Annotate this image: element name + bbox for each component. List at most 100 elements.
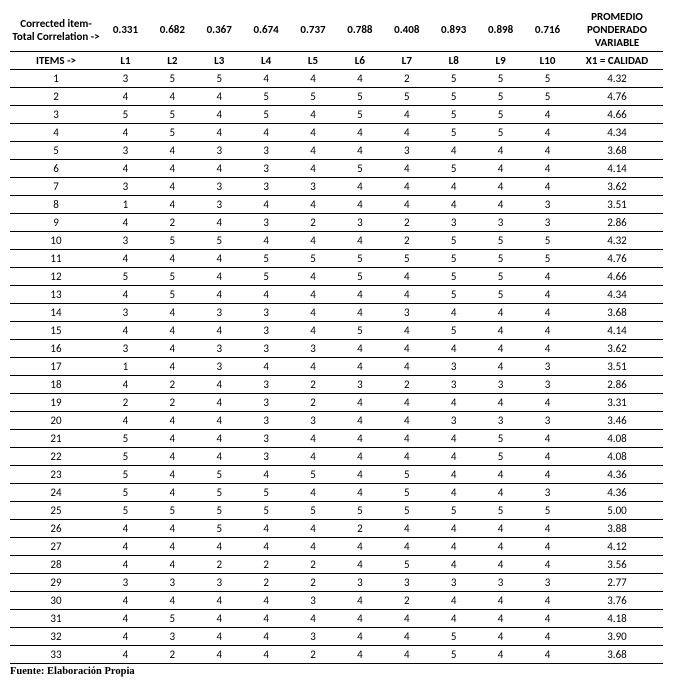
cell: 4 [149,142,196,160]
cell: 4 [149,160,196,178]
table-row: 3145444444444.18 [10,610,663,628]
cell: 4 [383,394,430,412]
col-label: L10 [524,52,571,70]
table-row: 2044433443333.46 [10,412,663,430]
promedio-cell: 3.68 [571,304,663,322]
cell: 4 [102,556,149,574]
cell: 3 [430,574,477,592]
cell: 4 [430,142,477,160]
cell: 3 [290,412,337,430]
cell: 5 [102,448,149,466]
x1-label: X1 = CALIDAD [571,52,663,70]
table-row: 2354545454444.36 [10,466,663,484]
promedio-cell: 4.66 [571,268,663,286]
cell: 4 [336,484,383,502]
table-row: 3342442445443.68 [10,646,663,664]
cell: 3 [243,376,290,394]
cell: 4 [383,430,430,448]
cell: 5 [383,502,430,520]
promedio-cell: 4.32 [571,232,663,250]
row-num: 29 [10,574,102,592]
cell: 4 [336,358,383,376]
cell: 3 [196,196,243,214]
cell: 5 [336,160,383,178]
cell: 4 [524,646,571,664]
cell: 5 [430,502,477,520]
cell: 4 [290,160,337,178]
cell: 4 [149,88,196,106]
cell: 4 [430,448,477,466]
cell: 5 [430,70,477,88]
table-row: 445444445544.34 [10,124,663,142]
cell: 2 [383,70,430,88]
cell: 5 [477,88,524,106]
cell: 4 [149,358,196,376]
cell: 5 [102,502,149,520]
cell: 3 [430,412,477,430]
cell: 1 [102,358,149,376]
cell: 5 [149,106,196,124]
footnote: Fuente: Elaboración Propia [10,666,663,677]
cell: 4 [102,376,149,394]
cell: 2 [383,214,430,232]
cell: 5 [524,70,571,88]
table-row: 1434334434443.68 [10,304,663,322]
cell: 3 [477,574,524,592]
corr-v: 0.331 [102,8,149,52]
cell: 5 [243,484,290,502]
row-num: 30 [10,592,102,610]
cell: 5 [430,160,477,178]
promedio-cell: 3.88 [571,520,663,538]
items-label: ITEMS -> [10,52,102,70]
cell: 2 [149,646,196,664]
cell: 3 [290,178,337,196]
cell: 5 [102,106,149,124]
table-row: 1714344443433.51 [10,358,663,376]
cell: 4 [149,322,196,340]
row-num: 32 [10,628,102,646]
cell: 4 [477,160,524,178]
row-num: 10 [10,232,102,250]
cell: 4 [336,592,383,610]
cell: 4 [290,430,337,448]
cell: 4 [383,610,430,628]
cell: 4 [102,520,149,538]
cell: 4 [243,358,290,376]
cell: 2 [290,556,337,574]
cell: 4 [196,430,243,448]
cell: 5 [102,268,149,286]
col-label: L8 [430,52,477,70]
cell: 4 [336,394,383,412]
cell: 5 [430,628,477,646]
cell: 2 [383,592,430,610]
cell: 4 [243,646,290,664]
promedio-cell: 2.86 [571,376,663,394]
table-row: 1035544425554.32 [10,232,663,250]
cell: 4 [102,322,149,340]
cell: 3 [243,178,290,196]
row-num: 4 [10,124,102,142]
cell: 2 [243,556,290,574]
row-num: 28 [10,556,102,574]
cell: 4 [524,520,571,538]
cell: 4 [196,376,243,394]
cell: 4 [149,340,196,358]
cell: 4 [430,178,477,196]
row-num: 11 [10,250,102,268]
cell: 4 [336,610,383,628]
cell: 4 [336,646,383,664]
col-label: L4 [243,52,290,70]
cell: 4 [524,160,571,178]
table-row: 355454545544.66 [10,106,663,124]
cell: 5 [149,610,196,628]
cell: 4 [243,538,290,556]
promedio-cell: 4.08 [571,430,663,448]
cell: 4 [430,556,477,574]
row-num: 16 [10,340,102,358]
cell: 4 [290,196,337,214]
cell: 2 [149,376,196,394]
cell: 2 [290,574,337,592]
cell: 4 [149,448,196,466]
cell: 3 [524,484,571,502]
cell: 4 [336,142,383,160]
